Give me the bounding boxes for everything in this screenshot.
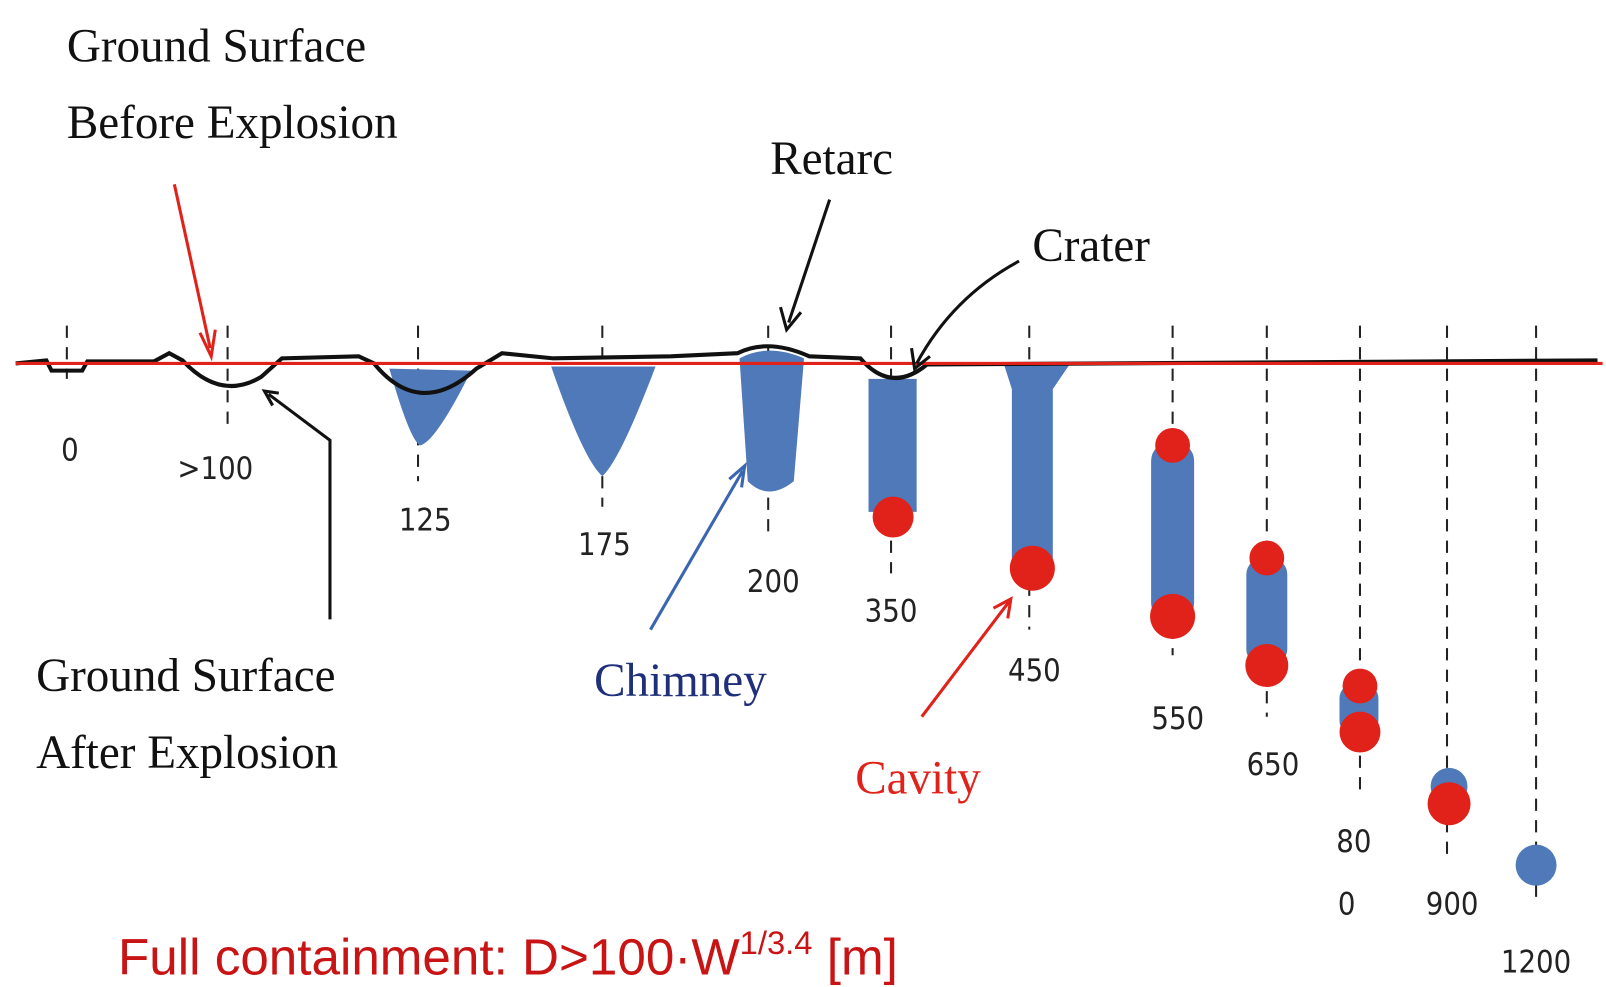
label-line: Ground Surface [36, 650, 335, 702]
label-line: Ground Surface [67, 20, 366, 72]
depth-labels: 0 >100 125 175 200 350 450 550 650 80 0 900 1200 [61, 433, 1571, 981]
depth-label: 1200 [1501, 945, 1571, 981]
before-label: Ground Surface Before Explosion [67, 20, 398, 149]
formula-exponent: 1/3.4 [740, 924, 813, 961]
depth-label: 450 [1008, 653, 1061, 689]
depth-label: >100 [177, 451, 253, 487]
label-line: Before Explosion [67, 97, 398, 149]
ground-after [15, 344, 1598, 395]
formula-main: Full containment: D>100·W [118, 929, 740, 986]
arrows [172, 183, 1020, 718]
depth-label: 125 [399, 502, 452, 538]
chimney-label: Chimney [594, 655, 767, 707]
depth-label: 550 [1151, 701, 1204, 737]
cavities [872, 427, 1471, 826]
depth-label: 650 [1247, 747, 1300, 783]
formula-unit: [m] [813, 929, 898, 986]
chimneys [389, 350, 1557, 886]
depth-label: 900 [1426, 886, 1479, 922]
depth-label: 350 [865, 593, 918, 629]
label-line: After Explosion [36, 727, 338, 779]
after-label: Ground Surface After Explosion [36, 650, 338, 779]
depth-label: 0 [1338, 886, 1356, 922]
depth-label: 200 [747, 564, 800, 600]
retarc-label: Retarc [770, 133, 893, 185]
crater-label: Crater [1032, 220, 1150, 272]
depth-label: 80 [1336, 824, 1371, 860]
depth-label: 175 [578, 527, 631, 563]
depth-label: 0 [61, 433, 79, 469]
formula: Full containment: D>100·W1/3.4 [m] [118, 924, 898, 985]
cavity-label: Cavity [855, 752, 981, 804]
dashed-columns [65, 325, 1538, 901]
